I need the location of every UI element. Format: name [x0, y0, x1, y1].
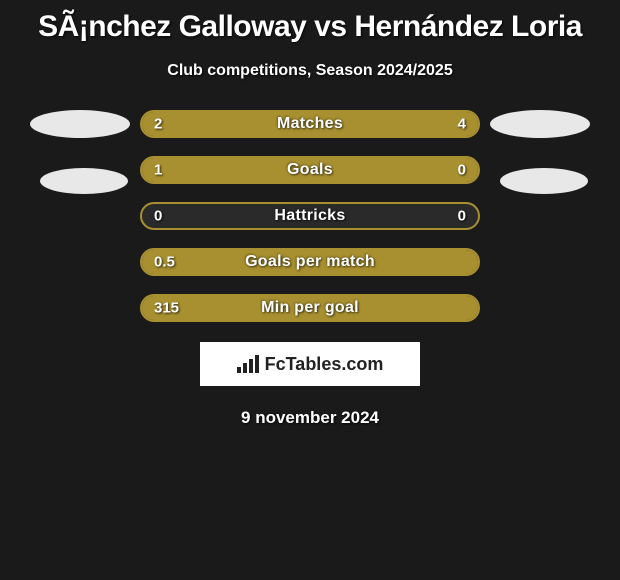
stat-label: Hattricks	[142, 207, 478, 225]
main-container: SÃ¡nchez Galloway vs Hernández Loria Clu…	[0, 0, 620, 428]
fctables-logo[interactable]: FcTables.com	[200, 342, 420, 386]
stat-bar-goals: 10Goals	[140, 156, 480, 184]
right-oval-col	[490, 110, 590, 194]
page-subtitle: Club competitions, Season 2024/2025	[167, 62, 452, 80]
bars-column: 24Matches 10Goals 00Hattricks 0.5Goals per …	[140, 110, 480, 322]
date-text: 9 november 2024	[241, 408, 379, 428]
player-left-oval-2	[40, 168, 128, 194]
stat-label: Min per goal	[142, 299, 478, 317]
stats-area: 24Matches 10Goals 00Hattricks 0.5Goals per …	[0, 110, 620, 322]
stat-bar-goals-per-match: 0.5Goals per match	[140, 248, 480, 276]
logo-text: FcTables.com	[265, 354, 384, 375]
player-right-oval-1	[490, 110, 590, 138]
page-title: SÃ¡nchez Galloway vs Hernández Loria	[38, 10, 582, 44]
chart-icon	[237, 355, 259, 373]
left-oval-col	[30, 110, 130, 194]
stat-label: Goals per match	[142, 253, 478, 271]
player-right-oval-2	[500, 168, 588, 194]
stat-label: Goals	[142, 161, 478, 179]
stat-bar-min-per-goal: 315Min per goal	[140, 294, 480, 322]
stat-bar-matches: 24Matches	[140, 110, 480, 138]
stat-bar-hattricks: 00Hattricks	[140, 202, 480, 230]
player-left-oval-1	[30, 110, 130, 138]
stat-label: Matches	[142, 115, 478, 133]
